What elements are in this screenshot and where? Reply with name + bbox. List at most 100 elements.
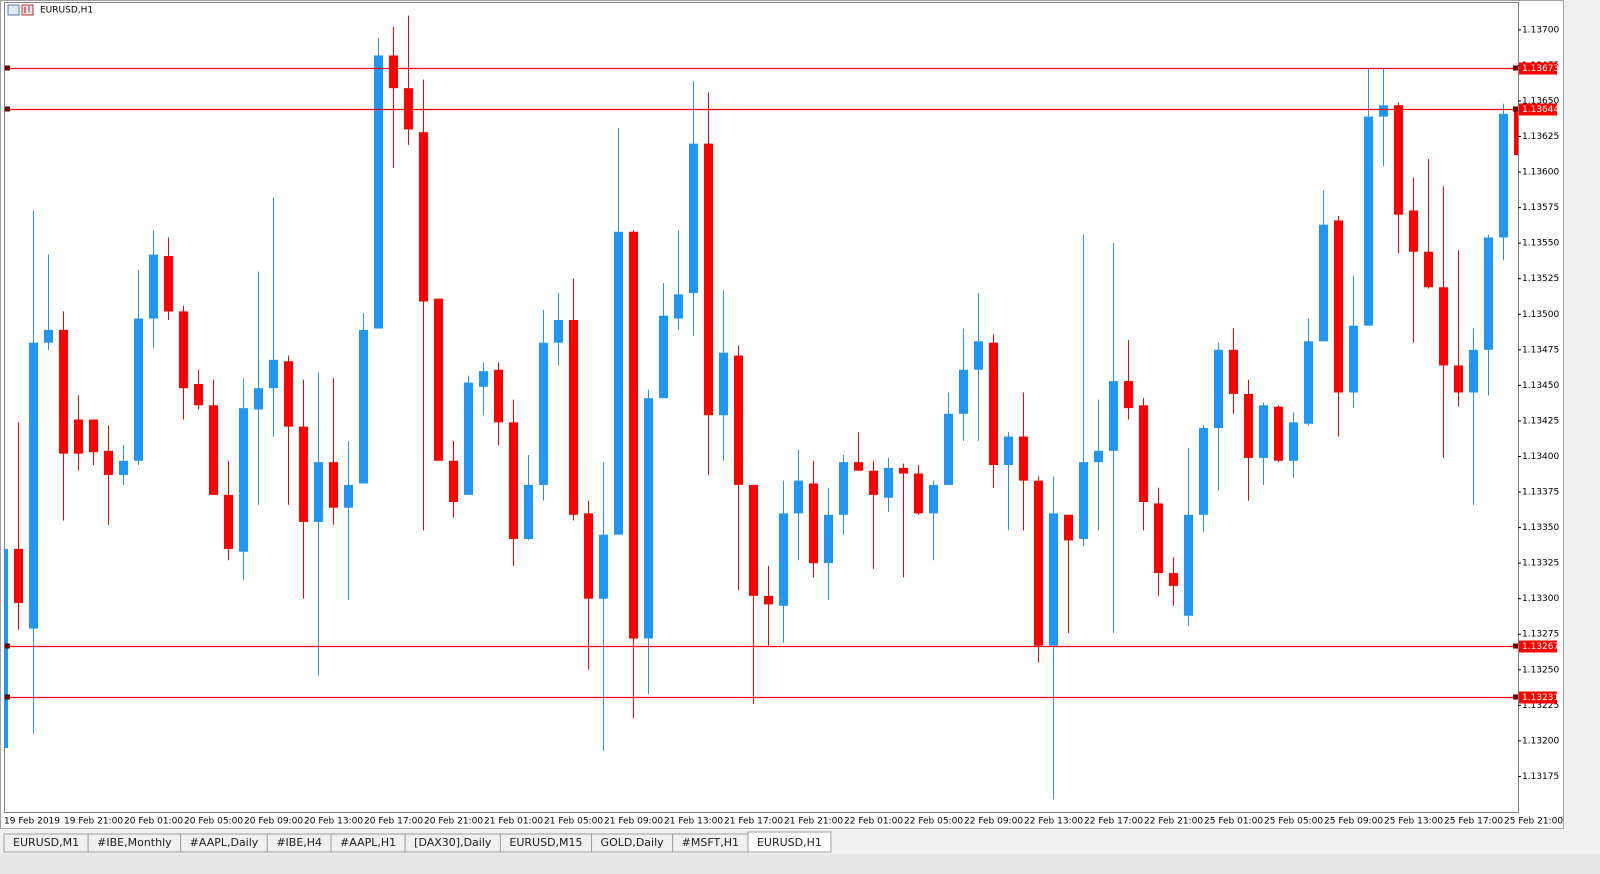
candle-body <box>779 513 788 606</box>
tab-label[interactable]: GOLD,Daily <box>601 836 665 849</box>
level-label: 1.13231 <box>1522 693 1559 703</box>
status-bar <box>0 854 1600 874</box>
side-strip <box>1564 0 1600 830</box>
x-tick-label: 22 Feb 17:00 <box>1084 817 1143 827</box>
candle-body <box>59 329 68 454</box>
candle-body <box>494 369 503 423</box>
candle-body <box>89 419 98 453</box>
candle-body <box>314 462 323 522</box>
x-tick-label: 22 Feb 21:00 <box>1144 817 1203 827</box>
level-handle <box>1513 694 1518 700</box>
tab-label[interactable]: EURUSD,M1 <box>13 836 79 849</box>
x-tick-label: 20 Feb 17:00 <box>364 817 423 827</box>
y-tick-label: 1.13225 <box>1522 701 1559 711</box>
candle-body <box>1469 349 1478 393</box>
tabs: EURUSD,M1 #IBE,Monthly #AAPL,Daily #IBE,H4 #… <box>3 831 832 853</box>
tab-label[interactable]: EURUSD,H1 <box>757 836 822 849</box>
candle-body <box>644 398 653 639</box>
candle-body <box>1439 287 1448 366</box>
tab-label[interactable]: #MSFT,H1 <box>682 836 739 849</box>
candle-body <box>599 534 608 599</box>
level-label: 1.13267 <box>1522 642 1559 652</box>
candle-body <box>1244 393 1253 458</box>
chart-title: EURUSD,H1 <box>40 6 93 16</box>
y-tick-label: 1.13500 <box>1522 310 1559 320</box>
level-handle <box>5 643 10 649</box>
candle-body <box>1454 365 1463 393</box>
candle-body <box>1289 422 1298 461</box>
candle-body <box>509 422 518 539</box>
candle-body <box>614 231 623 535</box>
candle-body <box>689 143 698 293</box>
candle-body <box>209 405 218 495</box>
candle-body <box>1514 109 1518 156</box>
level-label-box <box>1519 62 1557 75</box>
tab-label[interactable]: #AAPL,Daily <box>190 836 259 849</box>
x-tick-label: 21 Feb 21:00 <box>784 817 843 827</box>
level-label-box <box>1519 103 1557 116</box>
candle-body <box>194 383 203 406</box>
y-tick-label: 1.13350 <box>1522 523 1559 533</box>
y-tick-label: 1.13175 <box>1522 772 1559 782</box>
candle-body <box>554 319 563 343</box>
x-tick-label: 25 Feb 09:00 <box>1324 817 1383 827</box>
candle-body <box>869 470 878 495</box>
level-label-box <box>1519 691 1557 704</box>
x-tick-label: 21 Feb 01:00 <box>484 817 543 827</box>
candle-body <box>254 388 263 410</box>
level-label: 1.13673 <box>1522 64 1559 74</box>
y-tick-label: 1.13325 <box>1522 559 1559 569</box>
candle-body <box>1484 237 1493 350</box>
tab-label[interactable]: #IBE,H4 <box>276 836 322 849</box>
candle-body <box>659 315 668 399</box>
candle-body <box>1274 406 1283 461</box>
plot-frame <box>4 2 1519 813</box>
tab-label[interactable]: #AAPL,H1 <box>340 836 396 849</box>
candle-body <box>134 318 143 461</box>
x-tick-label: 25 Feb 21:00 <box>1504 817 1563 827</box>
candle-body <box>1379 105 1388 117</box>
candle-body <box>989 342 998 466</box>
x-tick-label: 22 Feb 09:00 <box>964 817 1023 827</box>
tab-label[interactable]: [DAX30],Daily <box>414 836 492 849</box>
candle-body <box>1094 450 1103 463</box>
candle-body <box>344 484 353 508</box>
candle-body <box>704 143 713 416</box>
candle-body <box>1034 480 1043 646</box>
level-handle <box>1513 106 1518 112</box>
y-tick-label: 1.13300 <box>1522 594 1559 604</box>
candle-body <box>959 369 968 414</box>
candle-body <box>1409 210 1418 252</box>
candle-body <box>1109 381 1118 451</box>
candle-body <box>269 359 278 389</box>
candle-body <box>74 419 83 454</box>
y-tick-label: 1.13575 <box>1522 203 1559 213</box>
tab-label[interactable]: EURUSD,M15 <box>509 836 582 849</box>
candle-body <box>224 494 233 549</box>
x-tick-label: 21 Feb 17:00 <box>724 817 783 827</box>
tab-label[interactable]: #IBE,Monthly <box>97 836 172 849</box>
y-tick-label: 1.13550 <box>1522 239 1559 249</box>
x-tick-label: 25 Feb 01:00 <box>1204 817 1263 827</box>
candle-body <box>1064 514 1073 541</box>
x-tick-label: 19 Feb 21:00 <box>64 817 123 827</box>
candle-body <box>149 254 158 319</box>
x-tick-label: 20 Feb 21:00 <box>424 817 483 827</box>
candle-body <box>1424 251 1433 288</box>
candle-body <box>119 460 128 475</box>
candle-body <box>824 514 833 564</box>
candle-body <box>764 595 773 605</box>
candle-body <box>1229 349 1238 394</box>
x-tick-label: 21 Feb 09:00 <box>604 817 663 827</box>
candle-body <box>974 341 983 370</box>
x-tick-label: 25 Feb 17:00 <box>1444 817 1503 827</box>
chart-frame <box>0 0 1564 829</box>
level-label-box <box>1519 640 1557 653</box>
y-tick-label: 1.13625 <box>1522 132 1559 142</box>
candle-body <box>104 450 113 475</box>
x-tick-label: 20 Feb 01:00 <box>124 817 183 827</box>
tab[interactable] <box>747 831 832 853</box>
candle-body <box>1019 436 1028 481</box>
